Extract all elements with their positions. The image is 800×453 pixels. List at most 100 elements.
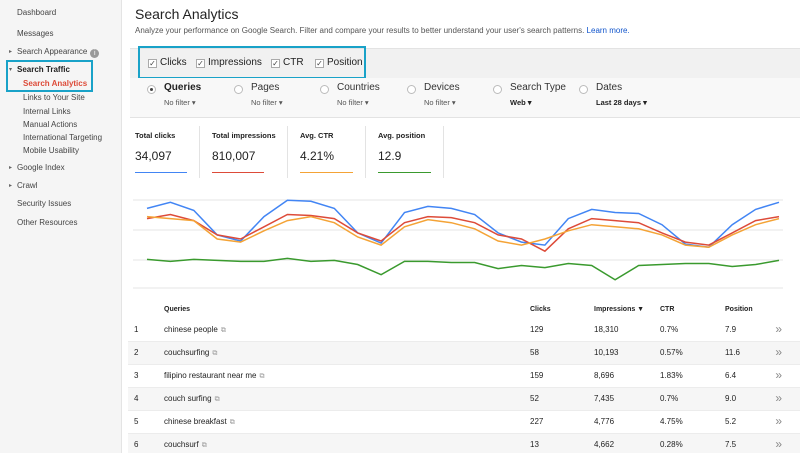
sidebar-item-mobile-usability[interactable]: Mobile Usability xyxy=(23,146,80,155)
total-label: Total clicks xyxy=(135,131,176,140)
sidebar-item-other-resources[interactable]: Other Resources xyxy=(17,218,78,227)
collapse-arrow-icon[interactable]: ▾ xyxy=(9,67,13,73)
series-color-line xyxy=(135,172,187,173)
sidebar-item-messages[interactable]: Messages xyxy=(17,29,54,38)
line-chart[interactable] xyxy=(133,188,783,290)
learn-more-link[interactable]: Learn more. xyxy=(586,26,630,35)
query-cell[interactable]: couchsurf ⧉ xyxy=(164,440,207,450)
total-position[interactable]: Avg. position 12.9 xyxy=(378,131,431,173)
column-header-clicks[interactable]: Clicks xyxy=(530,306,551,313)
highlight-box xyxy=(138,46,366,79)
row-number: 2 xyxy=(134,348,138,357)
external-link-icon[interactable]: ⧉ xyxy=(259,373,265,380)
metric-impressions-checkbox[interactable]: ✓ Impressions xyxy=(196,57,262,68)
position-cell: 6.4 xyxy=(725,371,736,380)
metric-ctr-checkbox[interactable]: ✓ CTR xyxy=(271,57,304,68)
table-row[interactable]: 5 chinese breakfast ⧉ 227 4,776 4.75% 5.2 » xyxy=(128,411,800,434)
ctr-cell: 4.75% xyxy=(660,417,683,426)
sidebar-item-search-traffic[interactable]: Search Traffic xyxy=(17,65,70,74)
total-ctr[interactable]: Avg. CTR 4.21% xyxy=(300,131,353,173)
sidebar-item-links-to-your-site[interactable]: Links to Your Site xyxy=(23,93,85,102)
row-details-icon[interactable]: » xyxy=(775,391,782,405)
position-cell-text: 7.9 xyxy=(725,325,737,334)
external-link-icon[interactable]: ⧉ xyxy=(212,350,218,357)
query-cell-text: chinese people xyxy=(164,325,218,334)
table-row[interactable]: 6 couchsurf ⧉ 13 4,662 0.28% 7.5 » xyxy=(128,434,800,453)
radio-selected-icon[interactable] xyxy=(147,85,156,94)
sidebar-item-internal-links[interactable]: Internal Links xyxy=(23,107,71,116)
filter-row xyxy=(130,78,800,118)
position-cell-text: 9.0 xyxy=(725,394,737,403)
subtitle-text: Analyze your performance on Google Searc… xyxy=(135,26,585,35)
external-link-icon[interactable]: ⧉ xyxy=(201,442,207,449)
impressions-cell: 7,435 xyxy=(594,394,614,403)
total-value: 12.9 xyxy=(378,149,402,163)
row-details-icon[interactable]: » xyxy=(775,322,782,336)
total-value: 4.21% xyxy=(300,149,335,163)
row-number-text: 3 xyxy=(134,371,139,380)
sidebar-item-search-analytics[interactable]: Search Analytics xyxy=(23,79,88,88)
column-header-ctr[interactable]: CTR xyxy=(660,306,675,313)
position-cell: 5.2 xyxy=(725,417,736,426)
expand-arrow-icon[interactable]: ▸ xyxy=(9,49,13,55)
total-label: Avg. position xyxy=(378,131,426,140)
filter-dropdown[interactable]: No filter ▾ xyxy=(424,98,456,107)
row-details-icon[interactable]: » xyxy=(775,345,782,359)
clicks-cell: 227 xyxy=(530,417,543,426)
table-row[interactable]: 2 couchsurfing ⧉ 58 10,193 0.57% 11.6 » xyxy=(128,342,800,365)
row-details-icon[interactable]: » xyxy=(775,437,782,451)
sidebar-item-search-appearance[interactable]: Search Appearance i xyxy=(17,47,100,58)
radio-icon[interactable] xyxy=(579,85,588,94)
query-cell[interactable]: filipino restaurant near me ⧉ xyxy=(164,371,265,381)
total-value: 34,097 xyxy=(135,149,172,163)
row-details-icon[interactable]: » xyxy=(775,414,782,428)
info-icon[interactable]: i xyxy=(90,49,100,58)
query-cell[interactable]: chinese breakfast ⧉ xyxy=(164,417,235,427)
table-row[interactable]: 4 couch surfing ⧉ 52 7,435 0.7% 9.0 » xyxy=(128,388,800,411)
query-cell[interactable]: chinese people ⧉ xyxy=(164,325,226,335)
filter-dropdown[interactable]: Last 28 days ▾ xyxy=(596,98,647,107)
metric-position-checkbox[interactable]: ✓ Position xyxy=(315,57,363,68)
query-cell[interactable]: couchsurfing ⧉ xyxy=(164,348,217,358)
sidebar-item-dashboard[interactable]: Dashboard xyxy=(17,8,57,17)
row-details-icon[interactable]: » xyxy=(775,368,782,382)
sidebar-item-international-targeting[interactable]: International Targeting xyxy=(23,133,103,142)
clicks-cell-text: 52 xyxy=(530,394,539,403)
filter-label: Countries xyxy=(337,82,380,93)
filter-dropdown[interactable]: No filter ▾ xyxy=(337,98,369,107)
sidebar-item-security-issues[interactable]: Security Issues xyxy=(17,199,72,208)
sidebar-item-manual-actions[interactable]: Manual Actions xyxy=(23,120,78,129)
sidebar-item-crawl[interactable]: Crawl xyxy=(17,181,38,190)
expand-arrow-icon[interactable]: ▸ xyxy=(9,183,13,189)
column-header-queries[interactable]: Queries xyxy=(164,306,191,313)
impressions-cell: 10,193 xyxy=(594,348,618,357)
total-impressions[interactable]: Total impressions 810,007 xyxy=(212,131,276,173)
query-cell[interactable]: couch surfing ⧉ xyxy=(164,394,220,404)
checkmark-icon: ✓ xyxy=(271,59,280,68)
table-row[interactable]: 1 chinese people ⧉ 129 18,310 0.7% 7.9 » xyxy=(128,319,800,342)
radio-icon[interactable] xyxy=(407,85,416,94)
metric-label: Position xyxy=(327,57,363,68)
series-line-clicks xyxy=(146,199,780,248)
radio-icon[interactable] xyxy=(493,85,502,94)
clicks-cell: 129 xyxy=(530,325,543,334)
external-link-icon[interactable]: ⧉ xyxy=(214,396,220,403)
position-cell: 11.6 xyxy=(725,348,740,357)
sidebar-item-google-index[interactable]: Google Index xyxy=(17,163,65,172)
impressions-cell: 8,696 xyxy=(594,371,614,380)
ctr-cell: 0.7% xyxy=(660,325,678,334)
radio-icon[interactable] xyxy=(234,85,243,94)
filter-dropdown[interactable]: No filter ▾ xyxy=(251,98,283,107)
total-clicks[interactable]: Total clicks 34,097 xyxy=(135,131,187,173)
radio-icon[interactable] xyxy=(320,85,329,94)
filter-dropdown[interactable]: No filter ▾ xyxy=(164,98,196,107)
metric-clicks-checkbox[interactable]: ✓ Clicks xyxy=(148,57,187,68)
table-row[interactable]: 3 filipino restaurant near me ⧉ 159 8,696 1.8… xyxy=(128,365,800,388)
filter-dropdown[interactable]: Web ▾ xyxy=(510,98,532,107)
row-number-text: 6 xyxy=(134,440,139,449)
column-header-impressions[interactable]: Impressions ▼ xyxy=(594,306,645,313)
expand-arrow-icon[interactable]: ▸ xyxy=(9,165,13,171)
column-header-position[interactable]: Position xyxy=(725,306,753,313)
external-link-icon[interactable]: ⧉ xyxy=(229,419,235,426)
external-link-icon[interactable]: ⧉ xyxy=(220,327,226,334)
